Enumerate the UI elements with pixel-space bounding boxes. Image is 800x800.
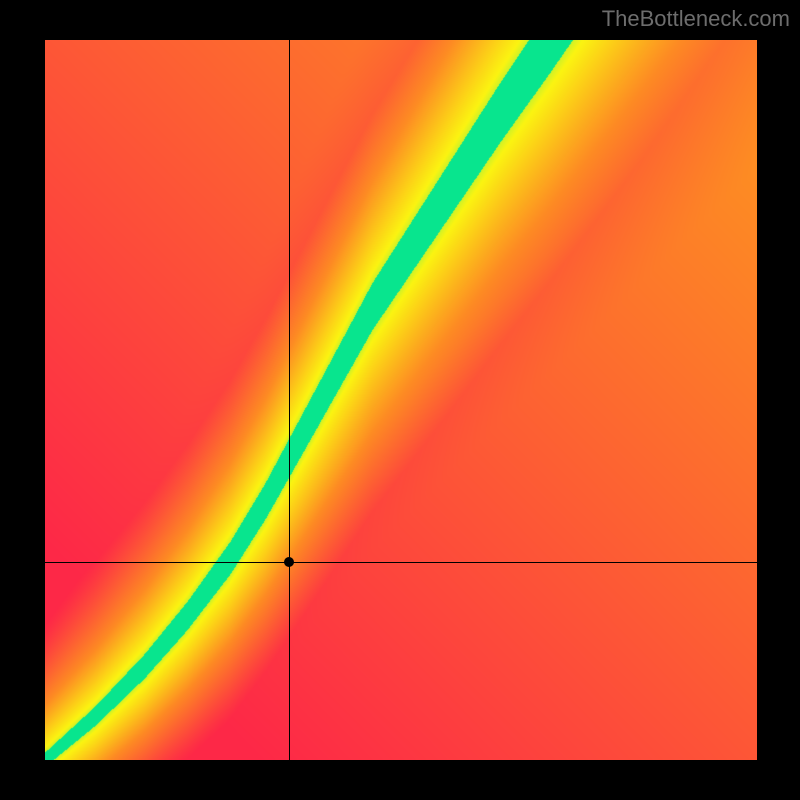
watermark-text: TheBottleneck.com [602,6,790,32]
crosshair-horizontal [45,562,757,563]
heatmap-canvas [45,40,757,760]
selection-marker [284,557,294,567]
plot-area [45,40,757,760]
chart-outer-frame: TheBottleneck.com [0,0,800,800]
crosshair-vertical [289,40,290,760]
